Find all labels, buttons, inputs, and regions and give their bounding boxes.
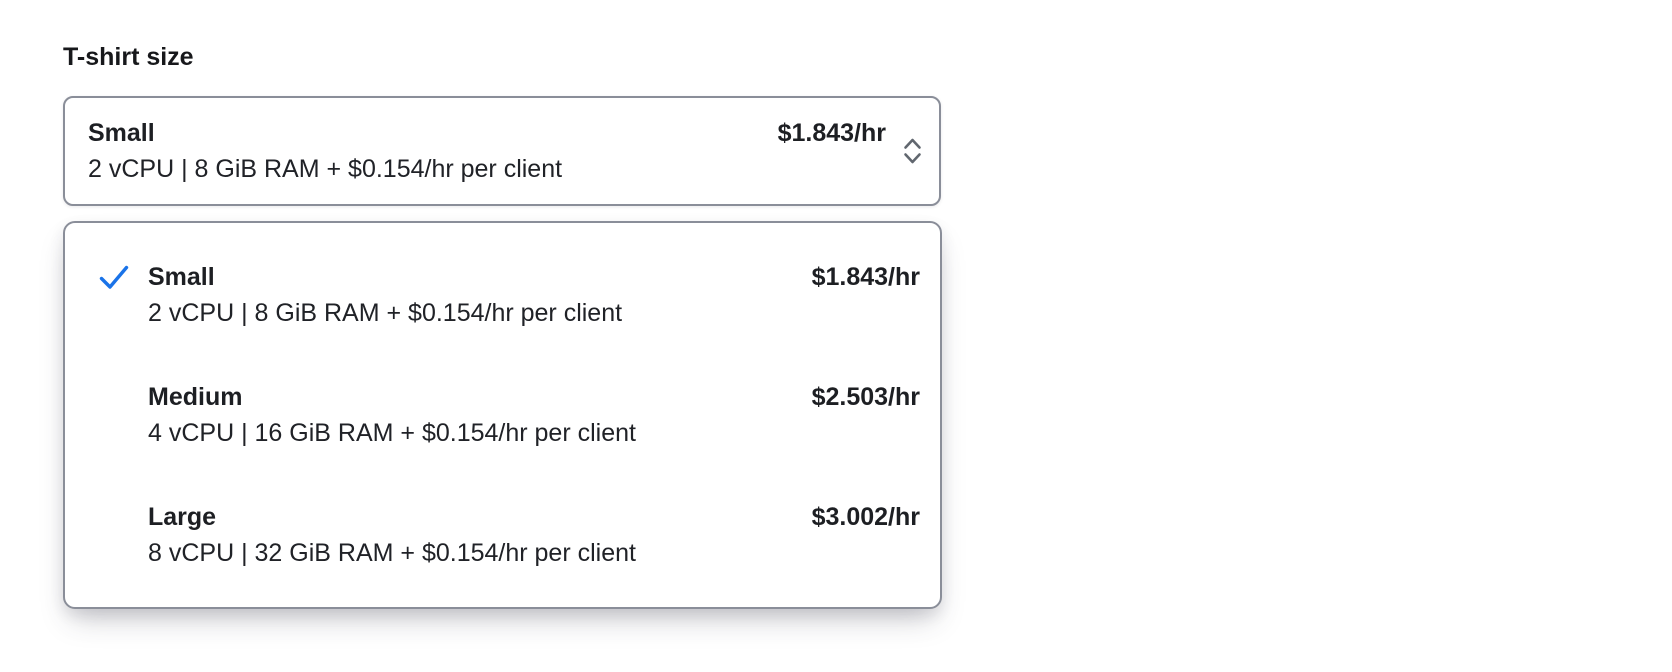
option-specs: 8 vCPU | 32 GiB RAM + $0.154/hr per clie… bbox=[148, 539, 636, 567]
option-price: $1.843/hr bbox=[811, 263, 920, 291]
option-name: Medium bbox=[148, 383, 243, 411]
tshirt-size-label: T-shirt size bbox=[63, 43, 194, 71]
tshirt-size-field: T-shirt size Small $1.843/hr 2 vCPU | 8 … bbox=[63, 40, 942, 609]
option-large[interactable]: Large $3.002/hr 8 vCPU | 32 GiB RAM + $0… bbox=[65, 475, 940, 595]
tshirt-size-dropdown: Small $1.843/hr 2 vCPU | 8 GiB RAM + $0.… bbox=[63, 221, 942, 609]
selected-option-name: Small bbox=[88, 119, 155, 147]
selected-option: Small $1.843/hr 2 vCPU | 8 GiB RAM + $0.… bbox=[88, 115, 886, 187]
option-specs: 4 vCPU | 16 GiB RAM + $0.154/hr per clie… bbox=[148, 419, 636, 447]
option-medium[interactable]: Medium $2.503/hr 4 vCPU | 16 GiB RAM + $… bbox=[65, 355, 940, 475]
chevron-up-down-icon bbox=[900, 135, 925, 167]
option-small[interactable]: Small $1.843/hr 2 vCPU | 8 GiB RAM + $0.… bbox=[65, 235, 940, 355]
option-name: Large bbox=[148, 503, 217, 531]
selected-option-price: $1.843/hr bbox=[777, 119, 886, 147]
option-price: $3.002/hr bbox=[811, 503, 920, 531]
option-price: $2.503/hr bbox=[811, 383, 920, 411]
check-icon bbox=[98, 264, 130, 296]
option-specs: 2 vCPU | 8 GiB RAM + $0.154/hr per clien… bbox=[148, 299, 623, 327]
selected-option-specs: 2 vCPU | 8 GiB RAM + $0.154/hr per clien… bbox=[88, 155, 563, 183]
option-name: Small bbox=[148, 263, 215, 291]
tshirt-size-select[interactable]: Small $1.843/hr 2 vCPU | 8 GiB RAM + $0.… bbox=[63, 96, 941, 206]
